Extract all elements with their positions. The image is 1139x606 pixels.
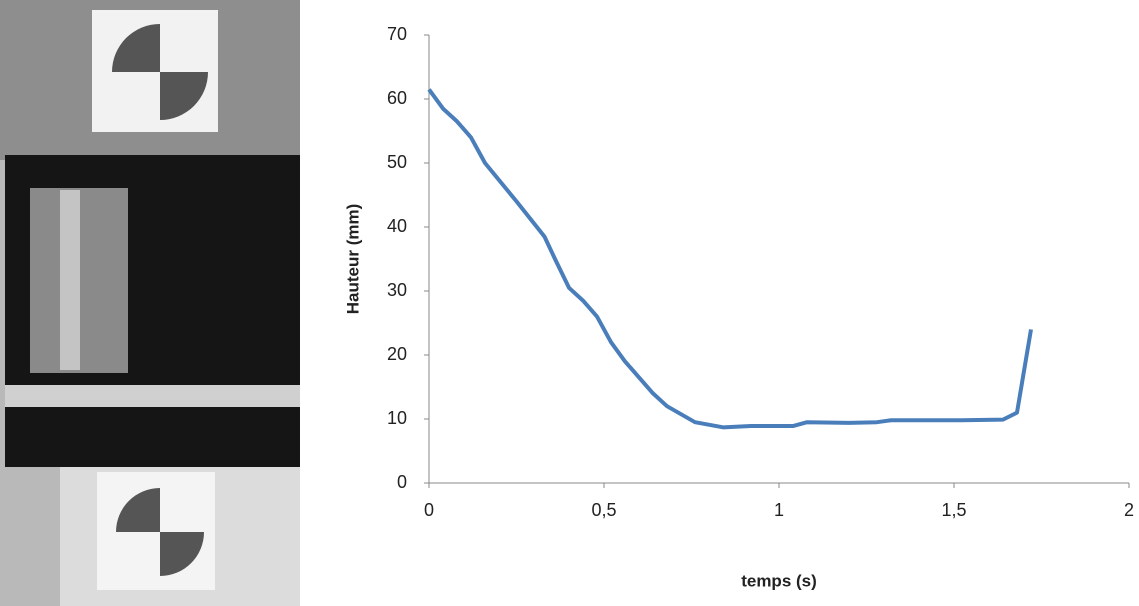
y-tick-label: 70: [387, 24, 407, 44]
y-tick-label: 10: [387, 408, 407, 428]
cylinder-highlight: [60, 190, 80, 370]
y-tick-label: 30: [387, 280, 407, 300]
y-tick-label: 0: [397, 472, 407, 492]
target-quadrant: [160, 72, 208, 120]
x-tick-label: 1: [774, 500, 784, 520]
y-axis-title: Hauteur (mm): [343, 204, 362, 315]
x-tick-label: 1,5: [941, 500, 966, 520]
target-quadrant: [160, 532, 204, 576]
y-tick-label: 60: [387, 88, 407, 108]
target-quadrant: [116, 488, 160, 532]
photo: [0, 0, 300, 606]
y-tick-label: 50: [387, 152, 407, 172]
target-quadrant: [112, 24, 160, 72]
y-tick-label: 40: [387, 216, 407, 236]
x-tick-label: 0: [424, 500, 434, 520]
data-line: [427, 88, 1033, 430]
y-tick-label: 20: [387, 344, 407, 364]
x-tick-label: 0,5: [591, 500, 616, 520]
x-tick-label: 2: [1124, 500, 1134, 520]
x-axis-title: temps (s): [741, 571, 817, 590]
plate: [5, 385, 300, 407]
